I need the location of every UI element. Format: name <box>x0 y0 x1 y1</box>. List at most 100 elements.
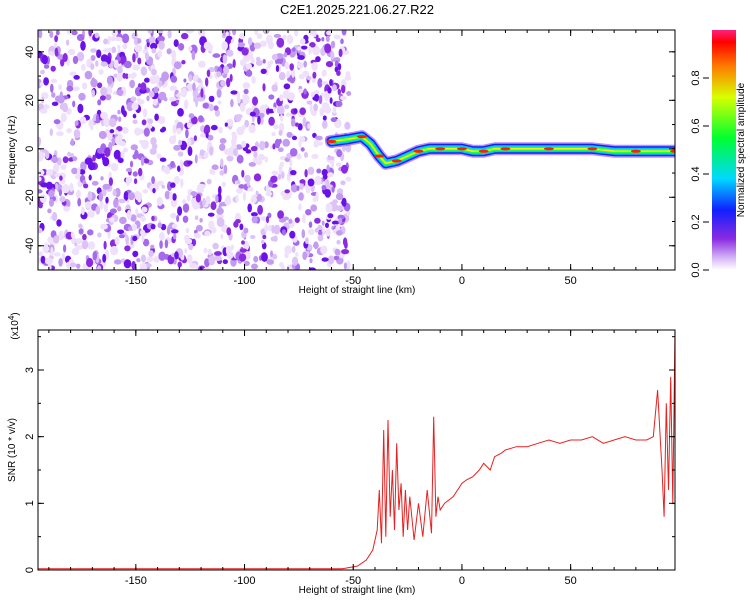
noise-blob <box>330 51 335 60</box>
noise-blob <box>80 116 87 125</box>
noise-blob <box>81 82 88 90</box>
noise-blob <box>105 86 113 95</box>
noise-blob <box>327 156 335 161</box>
noise-blob <box>270 175 277 183</box>
noise-blob <box>43 64 50 69</box>
noise-blob <box>50 246 54 257</box>
noise-blob <box>173 61 182 70</box>
noise-blob <box>305 237 309 245</box>
noise-blob <box>126 209 132 220</box>
noise-blob <box>58 258 63 267</box>
noise-blob <box>243 88 249 95</box>
noise-blob <box>177 108 184 117</box>
noise-blob <box>314 93 320 102</box>
y-tick-label: 0 <box>24 567 36 573</box>
noise-blob <box>282 138 291 147</box>
noise-blob <box>149 90 155 98</box>
noise-blob <box>171 49 177 60</box>
noise-blob <box>338 217 343 225</box>
noise-blob <box>338 48 343 58</box>
noise-blob <box>109 118 117 128</box>
noise-blob <box>290 118 296 127</box>
noise-blob <box>215 194 219 204</box>
noise-blob <box>245 69 253 77</box>
noise-blob <box>302 251 308 260</box>
noise-blob <box>119 216 127 225</box>
colorbar-label: Normalized spectral amplitude <box>736 82 747 217</box>
noise-blob <box>127 192 135 201</box>
noise-blob <box>322 120 328 129</box>
noise-blob <box>123 259 132 269</box>
noise-blob <box>337 88 341 96</box>
noise-blob <box>167 30 172 39</box>
noise-blob <box>242 191 246 201</box>
noise-blob <box>310 204 318 212</box>
noise-blob <box>246 181 251 187</box>
noise-blob <box>206 69 211 78</box>
noise-blob <box>216 71 222 78</box>
noise-blob <box>257 153 266 161</box>
noise-blob <box>308 221 313 228</box>
noise-blob <box>189 263 197 269</box>
noise-blob <box>71 167 78 175</box>
noise-blob <box>291 69 295 78</box>
noise-blob <box>299 107 307 115</box>
noise-blob <box>243 240 250 251</box>
noise-blob <box>108 47 112 53</box>
noise-blob <box>309 42 316 48</box>
noise-blob <box>210 201 217 211</box>
noise-blob <box>214 255 222 261</box>
noise-blob <box>114 135 123 145</box>
y-tick-label: 1 <box>24 500 36 506</box>
noise-blob <box>137 57 142 65</box>
noise-blob <box>141 233 145 243</box>
noise-blob <box>188 46 193 52</box>
noise-blob <box>203 267 212 270</box>
noise-blob <box>166 48 172 55</box>
noise-blob <box>107 35 111 45</box>
noise-blob <box>280 190 286 197</box>
noise-blob <box>38 251 44 257</box>
noise-blob <box>81 63 86 71</box>
spectrogram-y-axis-label: Frequency (Hz) <box>7 116 18 185</box>
noise-blob <box>340 95 347 101</box>
noise-blob <box>100 86 108 96</box>
noise-blob <box>323 103 330 113</box>
noise-blob <box>340 38 344 45</box>
noise-blob <box>112 188 117 196</box>
noise-blob <box>182 199 187 205</box>
noise-blob <box>140 215 146 222</box>
noise-blob <box>124 73 129 79</box>
noise-blob <box>48 190 55 198</box>
noise-blob <box>174 176 180 184</box>
noise-blob <box>151 143 158 150</box>
noise-blob <box>147 118 153 125</box>
noise-blob <box>47 51 55 56</box>
noise-blob <box>289 230 296 239</box>
noise-blob <box>187 146 193 157</box>
noise-blob <box>325 203 333 213</box>
noise-blob <box>71 30 78 36</box>
noise-blob <box>130 144 138 151</box>
ridge-peak <box>435 147 446 151</box>
noise-blob <box>161 184 165 189</box>
noise-blob <box>60 112 67 123</box>
noise-blob <box>139 139 144 144</box>
noise-blob <box>72 86 80 91</box>
noise-blob <box>307 123 312 129</box>
noise-blob <box>222 259 228 265</box>
noise-blob <box>251 263 258 270</box>
noise-blob <box>69 182 74 192</box>
noise-blob <box>49 198 54 207</box>
noise-blob <box>177 206 183 216</box>
noise-blob <box>197 78 202 84</box>
noise-blob <box>293 30 299 37</box>
noise-blob <box>294 217 300 224</box>
noise-blob <box>321 257 329 262</box>
noise-blob <box>52 163 60 173</box>
noise-blob <box>313 241 319 250</box>
noise-blob <box>210 169 216 175</box>
noise-blob <box>213 105 219 111</box>
noise-blob <box>77 167 81 176</box>
noise-blob <box>169 85 175 91</box>
